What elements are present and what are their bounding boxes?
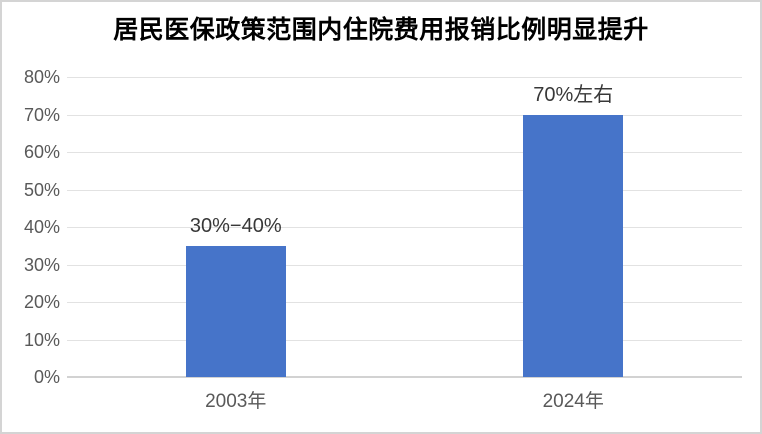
y-tick-label: 80% bbox=[23, 67, 60, 87]
bar-value-label: 70%左右 bbox=[533, 83, 614, 106]
gridline bbox=[67, 264, 742, 266]
axis-baseline bbox=[67, 376, 742, 378]
gridline bbox=[67, 114, 742, 116]
gridline bbox=[67, 189, 742, 191]
bar-2024年 bbox=[523, 114, 624, 377]
y-tick-label: 70% bbox=[23, 104, 60, 125]
chart-title: 居民医保政策范围内住院费用报销比例明显提升 bbox=[113, 16, 649, 44]
x-category-label: 2003年 bbox=[205, 391, 267, 412]
bar-2003年 bbox=[185, 245, 286, 377]
y-tick-label: 20% bbox=[23, 292, 60, 312]
gridline bbox=[67, 77, 742, 78]
gridline bbox=[67, 302, 742, 303]
x-category-label: 2024年 bbox=[542, 391, 604, 412]
bar-value-label: 30%−40% bbox=[189, 214, 282, 237]
gridline bbox=[67, 339, 742, 341]
y-tick-label: 60% bbox=[23, 142, 60, 162]
y-tick-label: 0% bbox=[33, 367, 60, 387]
y-tick-label: 50% bbox=[23, 179, 60, 200]
y-tick-label: 40% bbox=[23, 217, 60, 237]
gridline bbox=[67, 227, 742, 228]
gridline bbox=[67, 152, 742, 153]
y-tick-label: 30% bbox=[23, 254, 60, 275]
y-tick-label: 10% bbox=[23, 329, 60, 350]
